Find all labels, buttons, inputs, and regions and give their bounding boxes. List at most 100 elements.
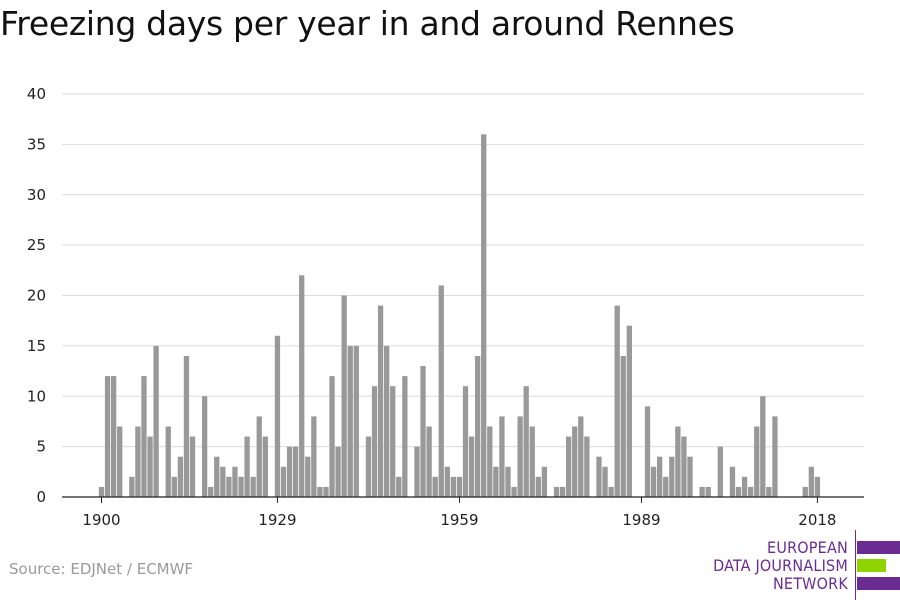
- bar-1905: [129, 476, 135, 497]
- bar-1970: [523, 386, 529, 497]
- bar-1971: [529, 426, 535, 497]
- bar-1968: [511, 486, 517, 497]
- bar-1996: [681, 436, 687, 497]
- y-tick-label: 15: [27, 337, 46, 355]
- bar-1935: [311, 416, 317, 497]
- bar-1972: [535, 476, 541, 497]
- bar-1907: [141, 376, 147, 497]
- bar-1961: [468, 436, 475, 497]
- bar-1939: [335, 446, 341, 498]
- bar-1924: [244, 436, 250, 497]
- y-tick-label: 35: [27, 135, 46, 153]
- bar-1950: [402, 376, 408, 497]
- x-tick-label: 1900: [82, 511, 120, 529]
- bar-1918: [208, 486, 214, 497]
- y-tick-label: 40: [27, 85, 46, 103]
- bar-1937: [323, 486, 329, 497]
- bar-1915: [189, 436, 196, 497]
- bar-1976: [559, 486, 566, 497]
- bar-1941: [347, 345, 353, 498]
- bar-1947: [384, 345, 390, 498]
- bar-1967: [505, 466, 511, 497]
- logo-bar-purple-top: [857, 541, 900, 554]
- y-tick-label: 0: [36, 488, 46, 506]
- bar-1901: [104, 376, 111, 497]
- bar-1902: [110, 376, 117, 497]
- source-note: Source: EDJNet / ECMWF: [9, 560, 194, 578]
- bar-1932: [292, 446, 299, 498]
- bar-1946: [377, 305, 384, 497]
- bar-1930: [280, 466, 287, 497]
- bar-1913: [177, 456, 184, 497]
- bar-1936: [317, 486, 323, 497]
- y-tick-label: 5: [36, 438, 46, 456]
- bar-1948: [390, 386, 396, 497]
- bar-1965: [493, 466, 499, 497]
- bar-1963: [481, 134, 487, 498]
- bar-1959: [456, 476, 463, 497]
- bar-2000: [705, 486, 711, 497]
- bar-1911: [165, 426, 171, 497]
- bar-1977: [566, 436, 572, 497]
- y-axis-ticks: 0 5 10 15 20 25 30 35 40: [27, 85, 46, 506]
- x-tick-label: 2018: [798, 511, 836, 529]
- logo-bar-green: [857, 559, 886, 572]
- bar-1997: [687, 456, 693, 497]
- bar-1956: [438, 285, 444, 497]
- bar-1934: [305, 456, 311, 497]
- bar-1983: [602, 466, 608, 497]
- bar-1926: [256, 416, 262, 497]
- bar-1920: [220, 466, 226, 497]
- bar-1991: [650, 466, 657, 497]
- bar-1995: [675, 426, 681, 497]
- bar-1957: [444, 466, 450, 497]
- bar-1982: [596, 456, 602, 497]
- bar-1921: [226, 476, 232, 497]
- bar-1964: [487, 426, 493, 497]
- bar-2016: [802, 486, 808, 497]
- y-tick-label: 20: [27, 287, 46, 305]
- bar-1923: [238, 476, 244, 497]
- bar-1960: [462, 386, 469, 497]
- logo-line-1: EUROPEAN: [767, 538, 848, 557]
- bar-1931: [286, 446, 293, 498]
- bar-2002: [717, 446, 723, 498]
- bar-1999: [699, 486, 705, 497]
- bar-1958: [450, 476, 457, 497]
- logo-bar-purple-bottom: [857, 577, 900, 590]
- bar-1927: [262, 436, 268, 497]
- bar-1990: [644, 406, 651, 497]
- bar-1903: [117, 426, 123, 497]
- bar-1985: [614, 305, 620, 497]
- logo-line-2: DATA JOURNALISM: [713, 556, 848, 575]
- y-tick-label: 10: [27, 387, 46, 405]
- bar-1914: [183, 355, 190, 497]
- bar-1952: [414, 446, 420, 498]
- bar-2004: [729, 466, 736, 497]
- x-tick-label: 1929: [258, 511, 296, 529]
- bar-2011: [772, 416, 778, 497]
- bar-1954: [426, 426, 432, 497]
- bar-1929: [274, 335, 281, 497]
- bar-1993: [663, 476, 669, 497]
- bar-1949: [396, 476, 402, 497]
- x-axis: 1900 1929 1959 1989 2018: [62, 496, 864, 529]
- bar-2017: [808, 466, 814, 497]
- bar-1953: [420, 366, 426, 497]
- bar-1978: [572, 426, 578, 497]
- x-tick-label: 1959: [440, 511, 478, 529]
- bar-2006: [741, 476, 748, 497]
- x-tick-label: 1989: [622, 511, 660, 529]
- bar-1909: [153, 345, 159, 498]
- bar-1919: [214, 456, 220, 497]
- bar-2008: [754, 426, 760, 497]
- bar-1917: [201, 396, 208, 497]
- logo-line-3: NETWORK: [772, 574, 848, 593]
- bar-1979: [578, 416, 584, 497]
- bar-1944: [365, 436, 372, 497]
- chart-title: Freezing days per year in and around Ren…: [0, 4, 735, 43]
- bar-1906: [135, 426, 141, 497]
- bar-1940: [341, 295, 347, 497]
- bar-1912: [171, 476, 177, 497]
